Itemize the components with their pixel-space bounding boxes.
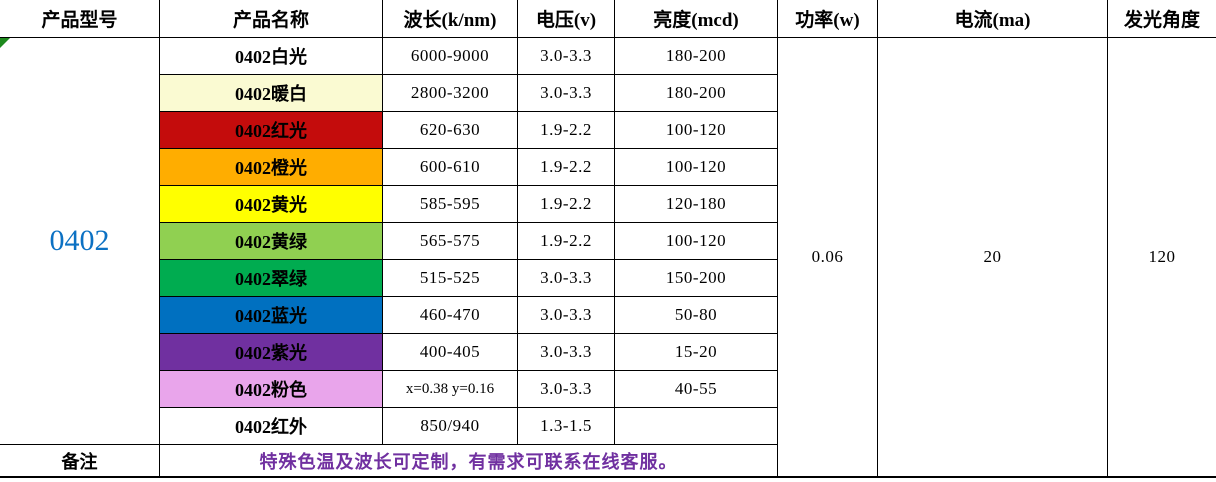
cell-wavelength[interactable]: 620-630 — [383, 112, 518, 149]
header-wavelength[interactable]: 波长(k/nm) — [383, 0, 518, 38]
cell-product-name[interactable]: 0402红光 — [160, 112, 383, 149]
cell-brightness[interactable]: 100-120 — [615, 223, 778, 260]
cell-voltage[interactable]: 3.0-3.3 — [518, 297, 615, 334]
cell-brightness[interactable]: 180-200 — [615, 38, 778, 75]
header-beam-angle[interactable]: 发光角度 — [1108, 0, 1216, 38]
cell-product-name[interactable]: 0402蓝光 — [160, 297, 383, 334]
header-product-name[interactable]: 产品名称 — [160, 0, 383, 38]
cell-product-name[interactable]: 0402黄绿 — [160, 223, 383, 260]
product-model-value: 0402 — [49, 224, 110, 257]
cell-wavelength[interactable]: 2800-3200 — [383, 75, 518, 112]
cell-beam-angle[interactable]: 120 — [1108, 38, 1216, 478]
cell-voltage[interactable]: 1.9-2.2 — [518, 186, 615, 223]
header-power[interactable]: 功率(w) — [778, 0, 878, 38]
cell-voltage[interactable]: 1.9-2.2 — [518, 149, 615, 186]
cell-wavelength[interactable]: 400-405 — [383, 334, 518, 371]
cell-voltage[interactable]: 1.3-1.5 — [518, 408, 615, 445]
cell-brightness[interactable]: 100-120 — [615, 112, 778, 149]
cell-brightness[interactable]: 50-80 — [615, 297, 778, 334]
cell-brightness[interactable] — [615, 408, 778, 445]
cell-product-name[interactable]: 0402白光 — [160, 38, 383, 75]
cell-product-name[interactable]: 0402橙光 — [160, 149, 383, 186]
cell-product-name[interactable]: 0402紫光 — [160, 334, 383, 371]
cell-voltage[interactable]: 1.9-2.2 — [518, 112, 615, 149]
cell-current[interactable]: 20 — [878, 38, 1108, 478]
cell-wavelength[interactable]: 600-610 — [383, 149, 518, 186]
cell-wavelength[interactable]: 565-575 — [383, 223, 518, 260]
cell-product-name[interactable]: 0402黄光 — [160, 186, 383, 223]
cell-product-name[interactable]: 0402粉色 — [160, 371, 383, 408]
cell-wavelength[interactable]: 850/940 — [383, 408, 518, 445]
cell-voltage[interactable]: 3.0-3.3 — [518, 371, 615, 408]
cell-wavelength[interactable]: 6000-9000 — [383, 38, 518, 75]
cell-brightness[interactable]: 15-20 — [615, 334, 778, 371]
cell-wavelength[interactable]: x=0.38 y=0.16 — [383, 371, 518, 408]
cell-wavelength[interactable]: 515-525 — [383, 260, 518, 297]
cell-voltage[interactable]: 3.0-3.3 — [518, 334, 615, 371]
cell-brightness[interactable]: 120-180 — [615, 186, 778, 223]
cell-product-model[interactable]: 0402 — [0, 38, 160, 445]
cell-power[interactable]: 0.06 — [778, 38, 878, 478]
cell-brightness[interactable]: 180-200 — [615, 75, 778, 112]
header-voltage[interactable]: 电压(v) — [518, 0, 615, 38]
header-current[interactable]: 电流(ma) — [878, 0, 1108, 38]
cell-voltage[interactable]: 1.9-2.2 — [518, 223, 615, 260]
cell-voltage[interactable]: 3.0-3.3 — [518, 260, 615, 297]
cell-brightness[interactable]: 40-55 — [615, 371, 778, 408]
cell-brightness[interactable]: 100-120 — [615, 149, 778, 186]
cell-wavelength[interactable]: 460-470 — [383, 297, 518, 334]
cell-voltage[interactable]: 3.0-3.3 — [518, 75, 615, 112]
header-brightness[interactable]: 亮度(mcd) — [615, 0, 778, 38]
cell-product-name[interactable]: 0402红外 — [160, 408, 383, 445]
remark-text[interactable]: 特殊色温及波长可定制，有需求可联系在线客服。 — [160, 445, 778, 478]
cell-product-name[interactable]: 0402翠绿 — [160, 260, 383, 297]
cell-voltage[interactable]: 3.0-3.3 — [518, 38, 615, 75]
excel-error-indicator-icon — [0, 38, 10, 48]
cell-product-name[interactable]: 0402暖白 — [160, 75, 383, 112]
remark-label[interactable]: 备注 — [0, 445, 160, 478]
cell-brightness[interactable]: 150-200 — [615, 260, 778, 297]
header-product-model[interactable]: 产品型号 — [0, 0, 160, 38]
cell-wavelength[interactable]: 585-595 — [383, 186, 518, 223]
